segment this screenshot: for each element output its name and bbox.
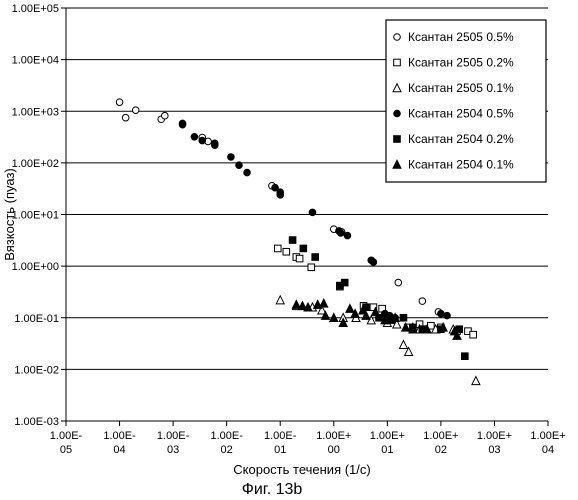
y-tick-label: 1.00E+02 [12, 158, 59, 170]
y-tick-label: 1.00E+01 [12, 210, 59, 222]
data-point [211, 142, 218, 149]
x-tick-label-exponent: 01 [381, 444, 393, 456]
data-point [400, 314, 407, 321]
data-point [132, 107, 139, 114]
y-tick-label: 1.00E+03 [12, 106, 59, 118]
x-tick-label: 1.00E- [103, 430, 136, 442]
y-axis-title: Вязкость (пуаз) [2, 168, 17, 261]
data-point [346, 304, 354, 312]
data-point [419, 298, 426, 305]
data-point [199, 137, 206, 144]
data-point [472, 377, 480, 385]
x-tick-label-exponent: 03 [167, 444, 179, 456]
x-tick-label-exponent: 00 [328, 444, 340, 456]
legend-label: Ксантан 2505 0.2% [408, 56, 514, 70]
legend: Ксантан 2505 0.5% Ксантан 2505 0.2% Ксанта… [386, 20, 546, 182]
legend-marker [394, 136, 401, 143]
x-tick-label-exponent: 02 [221, 444, 233, 456]
x-tick-label: 1.00E+ [477, 430, 512, 442]
x-tick-label: 1.00E+ [316, 430, 351, 442]
legend-marker [394, 59, 401, 66]
x-tick-label-exponent: 01 [274, 444, 286, 456]
y-tick-label: 1.00E+05 [12, 3, 59, 15]
x-tick-label-exponent: 05 [60, 444, 72, 456]
data-point [438, 310, 445, 317]
data-point [309, 209, 316, 216]
data-point [289, 237, 296, 244]
x-tick-label: 1.00E- [157, 430, 190, 442]
legend-label: Ксантан 2505 0.1% [408, 81, 514, 95]
figure-caption: Фиг. 13b [242, 481, 303, 498]
y-tick-label: 1.00E+00 [12, 261, 59, 273]
x-tick-label-exponent: 03 [488, 444, 500, 456]
x-tick-label: 1.00E+ [530, 430, 565, 442]
y-tick-label: 1.00E-02 [14, 364, 59, 376]
data-point [274, 245, 281, 252]
x-tick-label: 1.00E+ [370, 430, 405, 442]
data-point [337, 230, 344, 237]
data-point [470, 331, 477, 338]
x-tick-label-exponent: 04 [542, 444, 554, 456]
data-point [444, 312, 451, 319]
x-tick-label-exponent: 04 [113, 444, 125, 456]
data-point [320, 299, 328, 307]
x-tick-label: 1.00E- [264, 430, 297, 442]
y-tick-label: 1.00E-03 [14, 416, 59, 428]
data-point [344, 232, 351, 239]
data-point [162, 112, 169, 119]
legend-marker [394, 110, 401, 117]
data-point [276, 296, 284, 304]
legend-label: Ксантан 2504 0.2% [408, 132, 514, 146]
x-tick-label: 1.00E- [50, 430, 83, 442]
data-point [244, 169, 251, 176]
data-point [296, 255, 303, 262]
data-point [312, 254, 319, 261]
data-point [308, 264, 315, 271]
x-tick-label: 1.00E+ [423, 430, 458, 442]
data-point [236, 162, 243, 169]
data-point [116, 99, 123, 106]
data-point [122, 114, 129, 121]
data-point [179, 121, 186, 128]
legend-label: Ксантан 2504 0.1% [408, 158, 514, 172]
data-point [462, 353, 469, 360]
x-axis-title: Скорость течения (1/с) [233, 462, 370, 477]
legend-label: Ксантан 2505 0.5% [408, 30, 514, 44]
data-point [191, 133, 198, 140]
y-tick-label: 1.00E-01 [14, 313, 59, 325]
y-tick-labels: 1.00E-03 1.00E-02 1.00E-01 1.00E+00 1.00E+01… [12, 3, 66, 428]
y-tick-label: 1.00E+04 [12, 55, 59, 67]
legend-label: Ксантан 2504 0.5% [408, 107, 514, 121]
data-point [399, 340, 407, 348]
x-tick-label-exponent: 02 [435, 444, 447, 456]
data-point [283, 248, 290, 255]
data-point [300, 245, 307, 252]
data-point [395, 279, 402, 286]
data-point [341, 279, 348, 286]
data-point [277, 192, 284, 199]
legend-marker [394, 34, 401, 41]
data-point [228, 154, 235, 161]
x-tick-labels: 1.00E- 05 1.00E- 04 1.00E- 03 1.00E- 02 1.00E- 01… [50, 421, 566, 456]
data-point [370, 259, 377, 266]
x-tick-label: 1.00E- [210, 430, 243, 442]
